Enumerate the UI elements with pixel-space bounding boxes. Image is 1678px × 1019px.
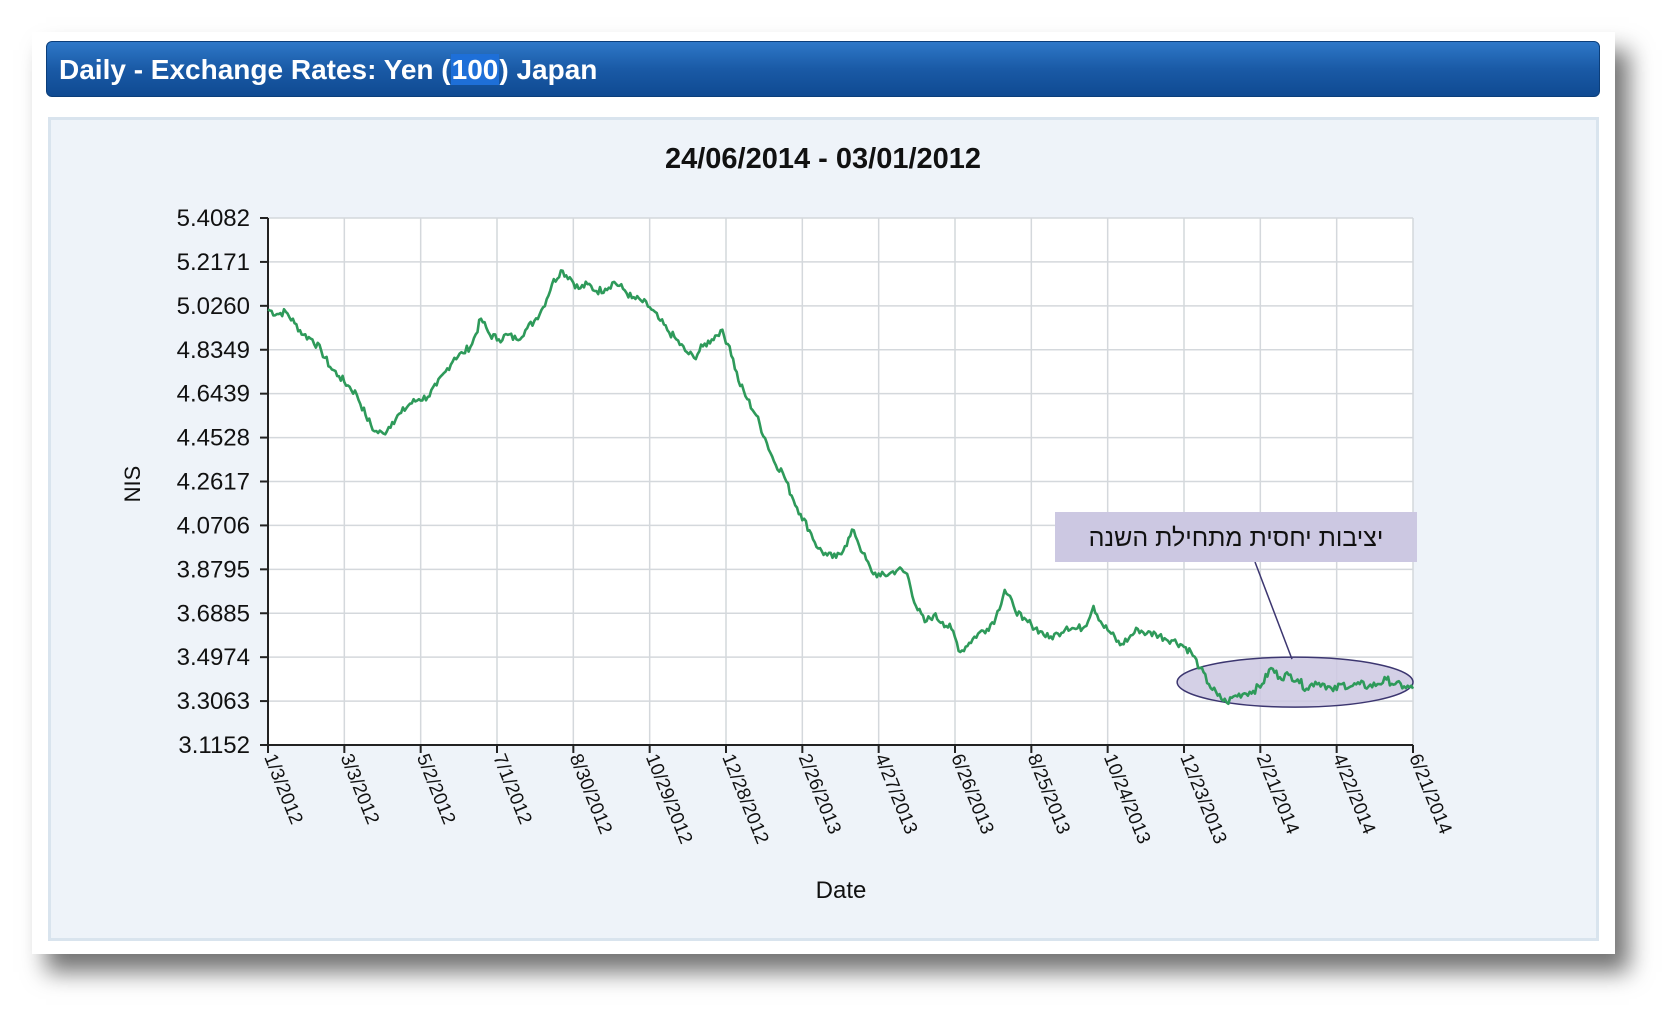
- header-title-suffix: ) Japan: [499, 54, 598, 85]
- x-tick-label: 2/26/2013: [794, 751, 845, 837]
- y-tick-label: 4.8349: [177, 337, 250, 364]
- x-tick-label: 7/1/2012: [488, 751, 535, 827]
- y-tick-label: 4.0706: [177, 512, 250, 539]
- x-tick-label: 8/25/2013: [1023, 751, 1074, 837]
- y-tick-label: 3.3063: [177, 688, 250, 715]
- y-tick-label: 4.2617: [177, 469, 250, 496]
- header-title-highlight: 100: [450, 54, 500, 85]
- x-tick-label: 6/26/2013: [946, 751, 997, 837]
- x-tick-label: 3/3/2012: [336, 751, 383, 827]
- y-tick-labels: 3.1152 3.3063 3.4974 3.6885 3.8795 4.0706 4.26…: [177, 205, 250, 759]
- x-tick-label: 8/30/2012: [565, 751, 616, 837]
- x-tick-label: 5/2/2012: [412, 751, 459, 827]
- y-tick-label: 3.6885: [177, 600, 250, 627]
- chart-title: 24/06/2014 - 03/01/2012: [665, 143, 981, 175]
- y-tick-label: 4.4528: [177, 425, 250, 452]
- x-tick-label: 4/27/2013: [870, 751, 921, 837]
- header-title-prefix: Daily - Exchange Rates: Yen (: [59, 54, 451, 85]
- callout-text: יציבות יחסית מתחילת השנה: [1089, 524, 1384, 552]
- x-tick-label: 10/24/2013: [1099, 751, 1154, 847]
- y-tick-label: 3.1152: [178, 732, 250, 759]
- series-line: [267, 269, 1415, 706]
- y-tick-label: 5.4082: [177, 205, 250, 232]
- x-tick-label: 12/23/2013: [1175, 751, 1230, 847]
- x-tick-label: 1/3/2012: [259, 751, 306, 827]
- y-tick-label: 4.6439: [177, 381, 250, 408]
- x-tick-labels: 1/3/2012 3/3/2012 5/2/2012 7/1/2012 8/30/201…: [259, 751, 1455, 847]
- header-bar: Daily - Exchange Rates: Yen (100) Japan: [46, 41, 1600, 97]
- x-tick-label: 6/21/2014: [1404, 751, 1455, 838]
- y-tick-label: 3.4974: [177, 644, 250, 671]
- axes: [260, 217, 1414, 753]
- x-tick-label: 2/21/2014: [1252, 751, 1303, 838]
- x-axis-label: Date: [816, 877, 867, 904]
- callout-box: [1055, 512, 1417, 562]
- x-tick-label: 10/29/2012: [641, 751, 696, 847]
- series-layer: [267, 269, 1415, 706]
- grid: [267, 217, 1414, 746]
- x-tick-label: 12/28/2012: [717, 751, 772, 847]
- x-tick-label: 4/22/2014: [1328, 751, 1379, 838]
- y-tick-label: 3.8795: [177, 556, 250, 583]
- callout-leader-line: [1254, 561, 1293, 660]
- y-axis-label: NIS: [120, 466, 145, 503]
- annotation-callout: יציבות יחסית מתחילת השנה: [1055, 512, 1417, 660]
- y-tick-label: 5.2171: [177, 249, 250, 276]
- y-tick-label: 5.0260: [177, 293, 250, 320]
